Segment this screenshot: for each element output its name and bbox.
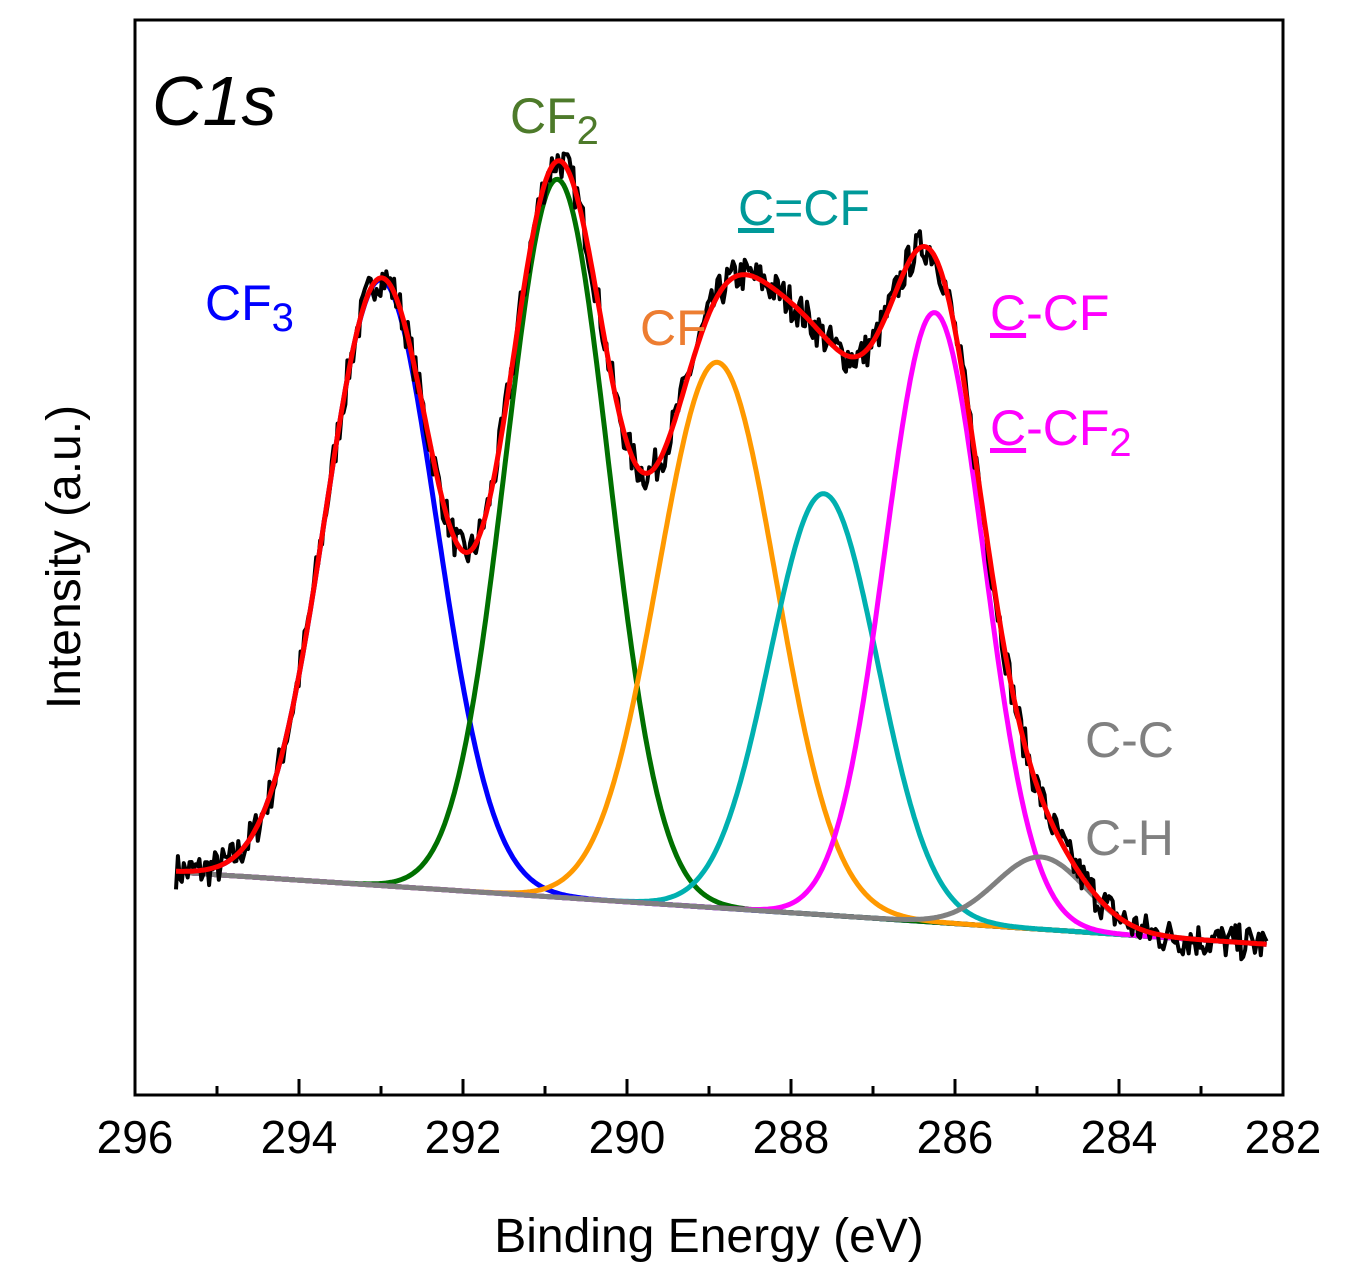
x-tick-label: 282 (1245, 1111, 1322, 1163)
x-tick-label: 294 (261, 1111, 338, 1163)
x-tick-label: 284 (1081, 1111, 1158, 1163)
peak-component-5 (175, 854, 1268, 947)
peak-labels: CF3 CF2 CF C=CF C-CF C-CF2 C-C C-H (205, 88, 1174, 866)
peak-label-3: C=CF (738, 180, 870, 236)
x-tick-label: 288 (753, 1111, 830, 1163)
fit-envelope (175, 158, 1268, 947)
x-tick-label: 292 (425, 1111, 502, 1163)
x-tick-label: 286 (917, 1111, 994, 1163)
y-axis-title: Intensity (a.u.) (38, 405, 91, 709)
peak-label-2: CF (640, 300, 707, 356)
x-axis-title: Binding Energy (eV) (494, 1210, 924, 1263)
panel-label: C1s (152, 62, 276, 140)
x-tick-label: 290 (589, 1111, 666, 1163)
peak-label-4-line2: C-CF2 (990, 400, 1132, 465)
x-axis-ticks: 296 294 292 290 288 286 284 282 (97, 1079, 1322, 1163)
curves-layer (174, 151, 1269, 962)
peak-label-4: C-CF (990, 285, 1109, 341)
x-tick-label: 296 (97, 1111, 174, 1163)
peak-label-5-line2: C-H (1085, 810, 1174, 866)
peak-label-5: C-C (1085, 712, 1174, 768)
peak-label-0: CF3 (205, 275, 294, 340)
peak-label-1: CF2 (510, 88, 599, 153)
